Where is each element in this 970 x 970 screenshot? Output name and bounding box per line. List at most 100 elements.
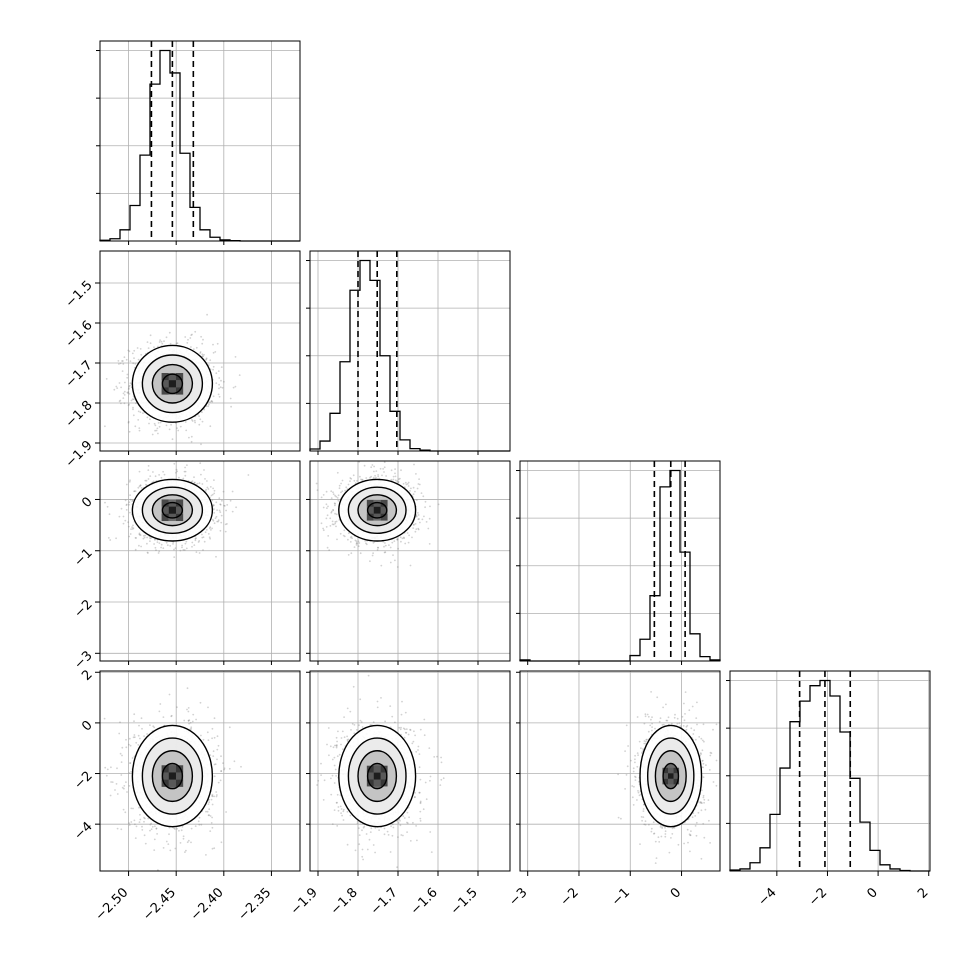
scatter-point <box>110 766 112 769</box>
scatter-point <box>159 421 162 424</box>
scatter-point <box>415 514 418 517</box>
scatter-point <box>409 564 412 567</box>
scatter-point <box>147 469 150 471</box>
scatter-point <box>201 533 203 536</box>
scatter-point <box>209 537 212 540</box>
scatter-point <box>131 757 134 759</box>
scatter-point <box>390 469 393 472</box>
scatter-point <box>220 379 222 382</box>
scatter-point <box>191 333 193 336</box>
scatter-point <box>149 475 152 477</box>
scatter-point <box>128 350 131 353</box>
scatter-point <box>375 476 377 479</box>
scatter-point <box>155 827 158 830</box>
scatter-point <box>394 559 396 562</box>
scatter-point <box>211 493 214 496</box>
scatter-point <box>149 823 152 826</box>
scatter-point <box>384 542 386 544</box>
scatter-point <box>123 787 125 790</box>
scatter-point <box>396 566 399 568</box>
scatter-point <box>225 811 228 813</box>
scatter-point <box>210 494 213 497</box>
scatter-point <box>168 331 171 334</box>
density-cell <box>168 373 176 381</box>
scatter-point <box>195 346 198 349</box>
density-cell <box>175 513 184 522</box>
scatter-point <box>338 484 341 487</box>
scatter-point <box>218 395 221 398</box>
scatter-point <box>178 476 180 479</box>
scatter-point <box>220 841 223 844</box>
scatter-point <box>160 546 163 549</box>
scatter-point <box>109 794 112 797</box>
scatter-point <box>211 727 214 730</box>
scatter-point <box>154 429 157 432</box>
scatter-point <box>200 335 203 338</box>
scatter-point <box>213 492 216 495</box>
scatter-point <box>135 741 138 744</box>
scatter-point <box>361 479 363 481</box>
scatter-point <box>118 382 121 384</box>
scatter-point <box>123 402 126 405</box>
scatter-point <box>213 504 215 507</box>
scatter-point <box>340 482 342 485</box>
scatter-point <box>205 358 208 360</box>
scatter-point <box>404 481 407 484</box>
scatter-point <box>134 537 137 539</box>
scatter-point <box>158 542 161 544</box>
scatter-point <box>377 475 380 478</box>
contour-line <box>151 363 194 404</box>
scatter-point <box>213 717 216 720</box>
scatter-point <box>195 551 198 553</box>
contour-line <box>338 478 417 542</box>
scatter-point <box>135 402 137 405</box>
scatter-point <box>194 537 197 540</box>
scatter-point <box>133 349 136 352</box>
scatter-point <box>326 507 328 509</box>
scatter-point <box>128 737 131 740</box>
density-cell <box>373 513 381 521</box>
scatter-point <box>139 818 142 821</box>
scatter-point <box>152 471 154 473</box>
scatter-point <box>209 401 211 403</box>
scatter-point <box>104 425 106 428</box>
scatter-point <box>143 820 145 823</box>
scatter-point <box>118 515 121 518</box>
scatter-point <box>199 418 202 421</box>
scatter-point <box>204 531 207 534</box>
scatter-point <box>151 433 154 436</box>
scatter-point <box>132 406 134 409</box>
scatter-point <box>212 395 215 398</box>
scatter-point <box>417 518 420 521</box>
scatter-point <box>328 549 331 551</box>
scatter-point <box>186 342 189 344</box>
density-cell <box>175 506 184 514</box>
scatter-point <box>412 493 415 496</box>
contour-line <box>347 486 407 535</box>
scatter-point <box>355 544 358 546</box>
scatter-point <box>400 540 402 543</box>
scatter-point <box>384 544 387 547</box>
scatter-point <box>133 398 135 401</box>
scatter-point <box>205 854 207 856</box>
density-cell <box>373 499 381 507</box>
scatter-point <box>184 474 187 477</box>
scatter-point <box>206 731 209 734</box>
scatter-point <box>131 398 134 401</box>
scatter-point <box>206 810 209 813</box>
scatter-point <box>209 830 212 832</box>
scatter-point <box>407 485 410 487</box>
scatter-point <box>363 464 366 467</box>
scatter-point <box>221 499 223 502</box>
scatter-point <box>415 499 418 501</box>
scatter-point <box>106 768 109 771</box>
scatter-point <box>122 515 125 518</box>
scatter-point <box>420 492 423 494</box>
scatter-point <box>171 438 174 441</box>
scatter-point <box>330 510 333 513</box>
scatter-point <box>341 490 344 493</box>
scatter-point <box>365 477 368 479</box>
scatter-point <box>196 482 199 485</box>
scatter-point <box>148 422 150 425</box>
